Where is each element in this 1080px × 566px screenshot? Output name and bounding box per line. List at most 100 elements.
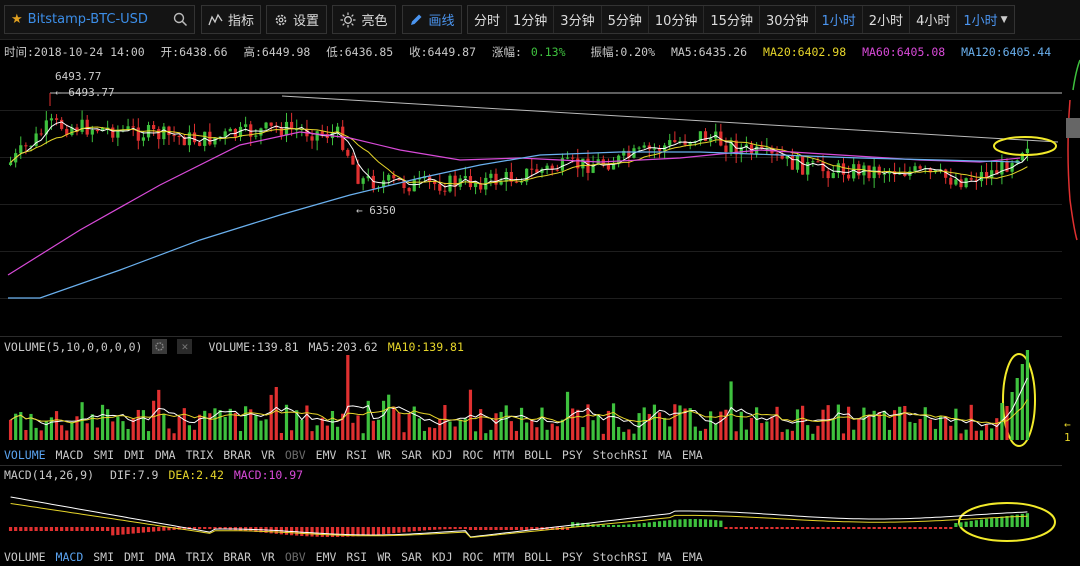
period-tab[interactable]: 15分钟 bbox=[704, 6, 760, 33]
indicator-tab-rsi[interactable]: RSI bbox=[346, 448, 368, 462]
search-icon[interactable] bbox=[173, 12, 188, 27]
macd-bar bbox=[1000, 516, 1004, 527]
macd-bar bbox=[1010, 515, 1014, 527]
indicator-tab-emv[interactable]: EMV bbox=[315, 550, 337, 564]
indicator-tab-stochrsi[interactable]: StochRSI bbox=[592, 550, 649, 564]
candle-body bbox=[652, 148, 657, 150]
period-tab[interactable]: 分时 bbox=[468, 6, 508, 33]
indicator-tab-roc[interactable]: ROC bbox=[462, 550, 484, 564]
indicator-tab-vr[interactable]: VR bbox=[261, 550, 275, 564]
macd-bar bbox=[647, 522, 651, 527]
macd-bar bbox=[39, 527, 43, 531]
symbol-selector[interactable]: ★ Bitstamp-BTC-USD bbox=[4, 5, 195, 34]
indicator-tab-dmi[interactable]: DMI bbox=[124, 448, 145, 462]
volume-bar bbox=[228, 408, 232, 440]
period-tab[interactable]: 5分钟 bbox=[602, 6, 649, 33]
indicator-tab-macd[interactable]: MACD bbox=[55, 550, 84, 564]
volume-settings-gear-icon[interactable] bbox=[152, 339, 168, 354]
indicator-tab-obv[interactable]: OBV bbox=[284, 448, 306, 462]
macd-bar bbox=[903, 527, 907, 529]
indicator-tab-sar[interactable]: SAR bbox=[401, 550, 422, 564]
period-tab[interactable]: 30分钟 bbox=[760, 6, 816, 33]
indicator-tab-wr[interactable]: WR bbox=[377, 550, 392, 564]
indicator-tab-trix[interactable]: TRIX bbox=[185, 448, 214, 462]
indicator-tab-stochrsi[interactable]: StochRSI bbox=[592, 448, 649, 462]
candle-body bbox=[821, 162, 825, 172]
indicator-tab-psy[interactable]: PSY bbox=[561, 550, 583, 564]
candle-body bbox=[668, 140, 672, 146]
period-tab[interactable]: 3分钟 bbox=[554, 6, 602, 33]
candle-body bbox=[269, 122, 273, 126]
indicator-tab-vr[interactable]: VR bbox=[261, 448, 275, 462]
indicator-tab-dma[interactable]: DMA bbox=[154, 448, 176, 462]
indicator-tab-emv[interactable]: EMV bbox=[315, 448, 337, 462]
indicator-tabs-macd: VOLUME MACD SMI DMI DMA TRIX BRAR VR OBV EMV RSI WR… bbox=[4, 550, 713, 564]
draw-line-button[interactable]: 画线 bbox=[402, 5, 462, 34]
candle-body bbox=[443, 190, 447, 192]
info-high: 高:6449.98 bbox=[243, 45, 311, 59]
settings-button[interactable]: 设置 bbox=[266, 5, 327, 34]
volume-bar bbox=[693, 426, 697, 440]
volume-bar bbox=[785, 429, 789, 440]
indicator-tab-kdj[interactable]: KDJ bbox=[431, 550, 453, 564]
indicator-tab-sar[interactable]: SAR bbox=[401, 448, 422, 462]
volume-bar bbox=[438, 418, 442, 440]
period-dropdown[interactable]: 1小时 ▼ bbox=[957, 6, 1013, 33]
indicator-tab-smi[interactable]: SMI bbox=[93, 448, 115, 462]
indicator-tab-ma[interactable]: MA bbox=[658, 550, 672, 564]
candle-body bbox=[60, 119, 64, 129]
period-tab[interactable]: 10分钟 bbox=[649, 6, 705, 33]
candle-body bbox=[693, 141, 697, 143]
volume-bar bbox=[325, 425, 329, 440]
volume-bar bbox=[755, 407, 759, 440]
indicator-tab-brar[interactable]: BRAR bbox=[223, 550, 251, 564]
indicator-tab-ma[interactable]: MA bbox=[658, 448, 672, 462]
indicator-tab-mtm[interactable]: MTM bbox=[493, 550, 515, 564]
theme-button[interactable]: 亮色 bbox=[332, 5, 396, 34]
indicator-tab-brar[interactable]: BRAR bbox=[223, 448, 251, 462]
indicator-tab-macd[interactable]: MACD bbox=[55, 448, 84, 462]
indicator-tab-volume[interactable]: VOLUME bbox=[4, 550, 46, 564]
indicator-tab-trix[interactable]: TRIX bbox=[185, 550, 214, 564]
indicator-tab-smi[interactable]: SMI bbox=[93, 550, 115, 564]
candle-body bbox=[1005, 160, 1009, 172]
candle-body bbox=[141, 137, 146, 141]
candle-body bbox=[371, 175, 375, 189]
indicator-tab-ema[interactable]: EMA bbox=[681, 448, 703, 462]
macd-bar bbox=[387, 527, 391, 534]
volume-close-icon[interactable]: ✕ bbox=[177, 339, 193, 354]
indicator-button[interactable]: 指标 bbox=[201, 5, 261, 34]
candle-body bbox=[499, 181, 503, 185]
indicator-tab-rsi[interactable]: RSI bbox=[346, 550, 368, 564]
period-tab[interactable]: 2小时 bbox=[863, 6, 911, 33]
indicator-tab-psy[interactable]: PSY bbox=[561, 448, 583, 462]
period-selector: 分时 1分钟 3分钟 5分钟 10分钟 15分钟 30分钟 1小时 2小时 4小… bbox=[467, 5, 1015, 34]
indicator-tab-kdj[interactable]: KDJ bbox=[431, 448, 453, 462]
candle-body bbox=[453, 175, 457, 187]
volume-bar bbox=[473, 431, 478, 440]
candle-body bbox=[801, 155, 805, 175]
indicator-tab-roc[interactable]: ROC bbox=[462, 448, 484, 462]
volume-bar bbox=[795, 409, 800, 440]
volume-bar bbox=[591, 420, 595, 440]
indicator-tab-boll[interactable]: BOLL bbox=[524, 448, 552, 462]
macd-bar bbox=[846, 527, 851, 529]
candle-body bbox=[504, 171, 508, 182]
period-tab[interactable]: 4小时 bbox=[910, 6, 958, 33]
indicator-tab-boll[interactable]: BOLL bbox=[524, 550, 552, 564]
volume-bar bbox=[852, 429, 856, 440]
indicator-tab-mtm[interactable]: MTM bbox=[493, 448, 515, 462]
period-tab[interactable]: 1分钟 bbox=[507, 6, 555, 33]
indicator-tab-dmi[interactable]: DMI bbox=[124, 550, 145, 564]
indicator-tab-obv[interactable]: OBV bbox=[284, 550, 306, 564]
macd-bar bbox=[565, 527, 570, 530]
indicator-tab-ema[interactable]: EMA bbox=[681, 550, 703, 564]
indicator-tab-volume[interactable]: VOLUME bbox=[4, 448, 46, 462]
volume-bar bbox=[346, 355, 350, 440]
star-icon[interactable]: ★ bbox=[11, 12, 23, 27]
period-tab-active[interactable]: 1小时 bbox=[816, 6, 863, 33]
indicator-tab-wr[interactable]: WR bbox=[377, 448, 392, 462]
indicator-tab-dma[interactable]: DMA bbox=[154, 550, 176, 564]
volume-bar bbox=[187, 425, 192, 440]
